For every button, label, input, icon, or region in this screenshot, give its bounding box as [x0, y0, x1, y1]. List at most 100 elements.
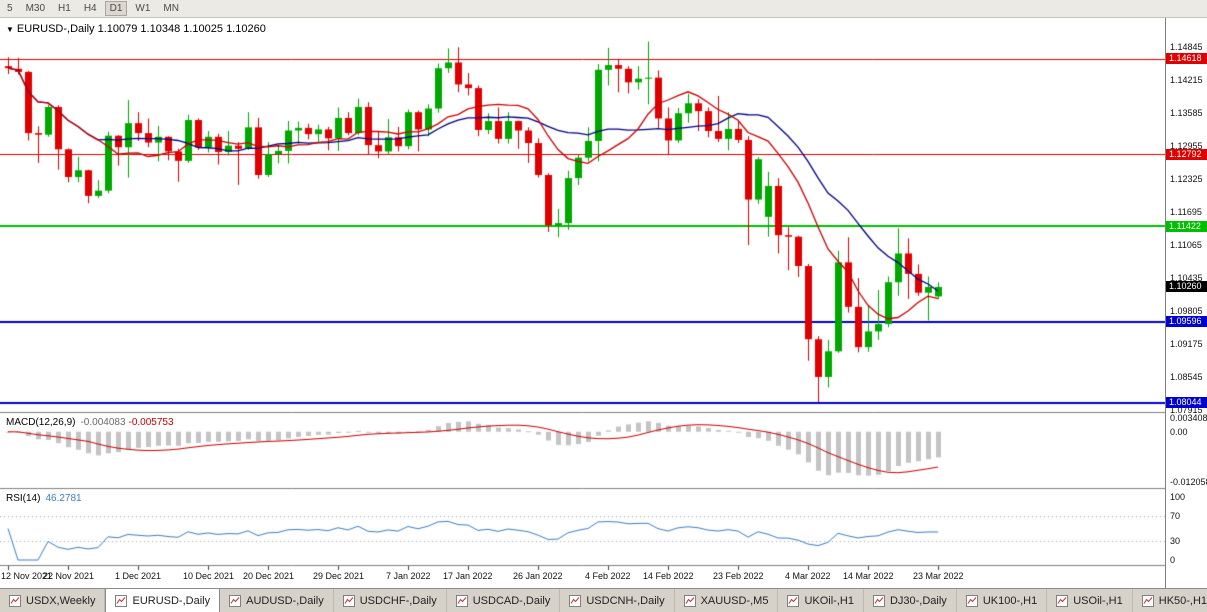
axis-price-badge: 1.08044: [1166, 397, 1207, 408]
axis-tick-label: 30: [1170, 536, 1181, 546]
axis-tick-label: 0.00: [1170, 427, 1188, 437]
time-axis-label: 4 Feb 2022: [585, 571, 631, 581]
rsi-value: 46.2781: [45, 493, 82, 504]
rsi-indicator-label: RSI(14) 46.2781: [6, 493, 82, 504]
axis-tick-label: 1.14845: [1170, 42, 1203, 52]
axis-price-badge: 1.11422: [1166, 221, 1207, 232]
chart-tab-label: UK100-,H1: [982, 594, 1038, 607]
chart-tab-label: USDCHF-,Daily: [359, 594, 437, 607]
chart-tab-icon: [872, 594, 885, 607]
chart-tab-label: XAUUSD-,M5: [700, 594, 769, 607]
axis-tick-label: 1.09175: [1170, 339, 1203, 349]
time-axis-label: 22 Nov 2021: [43, 571, 95, 581]
collapse-arrow-icon[interactable]: ▼: [6, 25, 14, 34]
time-axis-label: 7 Jan 2022: [386, 571, 431, 581]
chart-tab-ukoil-h1[interactable]: UKOil-,H1: [778, 589, 864, 612]
chart-symbol-label: EURUSD-,Daily: [16, 23, 95, 35]
axis-tick-label: 1.09805: [1170, 306, 1203, 316]
chart-tab-icon: [787, 594, 800, 607]
chart-tab-usdcnh-daily[interactable]: USDCNH-,Daily: [560, 589, 675, 612]
macd-main-value: -0.004083: [80, 417, 126, 428]
rsi-name: RSI(14): [6, 493, 41, 504]
timeframe-button-5[interactable]: 5: [7, 3, 13, 14]
chart-area: ▼ EURUSD-,Daily 1.10079 1.10348 1.10025 1…: [0, 18, 1207, 588]
chart-tab-usoil-h1[interactable]: USOil-,H1: [1047, 589, 1133, 612]
axis-tick-label: 1.07915: [1170, 405, 1203, 415]
timeframe-button-h4[interactable]: H4: [83, 3, 97, 14]
time-axis-label: 20 Dec 2021: [243, 571, 295, 581]
chart-tab-icon: [1056, 594, 1069, 607]
time-axis-label: 10 Dec 2021: [183, 571, 235, 581]
axis-tick-label: 1.12325: [1170, 174, 1203, 184]
axis-tick-label: 1.13585: [1170, 108, 1203, 118]
macd-name: MACD(12,26,9): [6, 417, 76, 428]
chart-tab-label: USDX,Weekly: [26, 594, 96, 607]
macd-indicator-label: MACD(12,26,9) -0.004083 -0.005753: [6, 417, 174, 428]
time-axis-label: 23 Mar 2022: [913, 571, 964, 581]
chart-tab-dj30-daily[interactable]: DJ30-,Daily: [863, 589, 957, 612]
chart-tab-icon: [683, 594, 696, 607]
chart-tab-label: UKOil-,H1: [804, 594, 854, 607]
chart-tab-icon: [342, 594, 355, 607]
axis-tick-label: 0: [1170, 555, 1176, 565]
chart-tab-icon: [965, 594, 978, 607]
chart-tab-label: USOil-,H1: [1073, 594, 1123, 607]
time-axis-label: 1 Dec 2021: [115, 571, 162, 581]
axis-price-badge: 1.12792: [1166, 149, 1207, 160]
timeframe-button-d1[interactable]: D1: [104, 1, 128, 16]
chart-tab-icon: [9, 594, 21, 607]
chart-tab-icon: [115, 594, 128, 607]
time-axis-label: 29 Dec 2021: [313, 571, 365, 581]
chart-tab-uk100-h1[interactable]: UK100-,H1: [956, 589, 1048, 612]
time-axis-label: 4 Mar 2022: [785, 571, 831, 581]
price-axis[interactable]: 1.14845 1.14215 1.13585 1.12955 1.12325 1.116…: [1165, 18, 1207, 588]
chart-tab-usdx-weekly[interactable]: USDX,Weekly: [0, 589, 106, 612]
chart-tab-usdcad-daily[interactable]: USDCAD-,Daily: [446, 589, 561, 612]
chart-tab-eurusd-daily[interactable]: EURUSD-,Daily: [105, 589, 221, 612]
chart-tab-label: DJ30-,Daily: [889, 594, 947, 607]
chart-title: ▼ EURUSD-,Daily 1.10079 1.10348 1.10025 1…: [6, 23, 266, 35]
chart-tab-bar: USDX,Weekly EURUSD-,Daily AUDUSD-,Daily USD…: [0, 588, 1207, 612]
axis-tick-label: 1.14215: [1170, 75, 1203, 85]
axis-tick-label: 1.12955: [1170, 141, 1203, 151]
axis-tick-label: 0.003408: [1170, 413, 1207, 423]
chart-tab-label: AUDUSD-,Daily: [246, 594, 324, 607]
axis-tick-label: 70: [1170, 511, 1181, 521]
chart-tab-label: USDCAD-,Daily: [472, 594, 551, 607]
time-axis-label: 17 Jan 2022: [443, 571, 493, 581]
axis-tick-label: 100: [1170, 492, 1186, 502]
timeframe-button-h1[interactable]: H1: [58, 3, 71, 14]
axis-price-badge: 1.14618: [1166, 53, 1207, 64]
time-axis-label: 23 Feb 2022: [713, 571, 764, 581]
price-chart-canvas[interactable]: [0, 18, 1165, 588]
chart-tab-label: HK50-,H1: [1158, 594, 1207, 607]
chart-tab-label: USDCNH-,Daily: [586, 594, 665, 607]
chart-tab-icon: [569, 594, 582, 607]
axis-tick-label: -0.012058: [1170, 477, 1207, 487]
time-axis-label: 26 Jan 2022: [513, 571, 563, 581]
timeframe-button-mn[interactable]: MN: [163, 3, 179, 14]
chart-tab-xauusd-m5[interactable]: XAUUSD-,M5: [674, 589, 779, 612]
macd-signal-value: -0.005753: [128, 417, 174, 428]
axis-tick-label: 1.08545: [1170, 372, 1203, 382]
time-axis-label: 12 Nov 2021: [1, 571, 53, 581]
timeframe-toolbar: 5 M30 H1 H4 D1 W1 MN: [0, 0, 1207, 18]
chart-tab-icon: [1141, 594, 1154, 607]
axis-tick-label: 1.10435: [1170, 273, 1203, 283]
time-axis-label: 14 Mar 2022: [843, 571, 894, 581]
chart-tab-hk50-h1[interactable]: HK50-,H1: [1132, 589, 1207, 612]
axis-tick-label: 1.11065: [1170, 240, 1202, 250]
chart-tab-icon: [455, 594, 468, 607]
time-axis-label: 14 Feb 2022: [643, 571, 694, 581]
axis-price-badge: 1.09596: [1166, 316, 1207, 327]
chart-tab-label: EURUSD-,Daily: [132, 594, 211, 607]
chart-tab-audusd-daily[interactable]: AUDUSD-,Daily: [220, 589, 334, 612]
timeframe-button-m30[interactable]: M30: [25, 3, 46, 14]
chart-tab-icon: [229, 594, 242, 607]
chart-ohlc-quote: 1.10079 1.10348 1.10025 1.10260: [97, 23, 266, 35]
axis-price-badge: 1.10260: [1166, 281, 1207, 292]
axis-tick-label: 1.11695: [1170, 207, 1202, 217]
timeframe-button-w1[interactable]: W1: [135, 3, 151, 14]
chart-tab-usdchf-daily[interactable]: USDCHF-,Daily: [333, 589, 447, 612]
